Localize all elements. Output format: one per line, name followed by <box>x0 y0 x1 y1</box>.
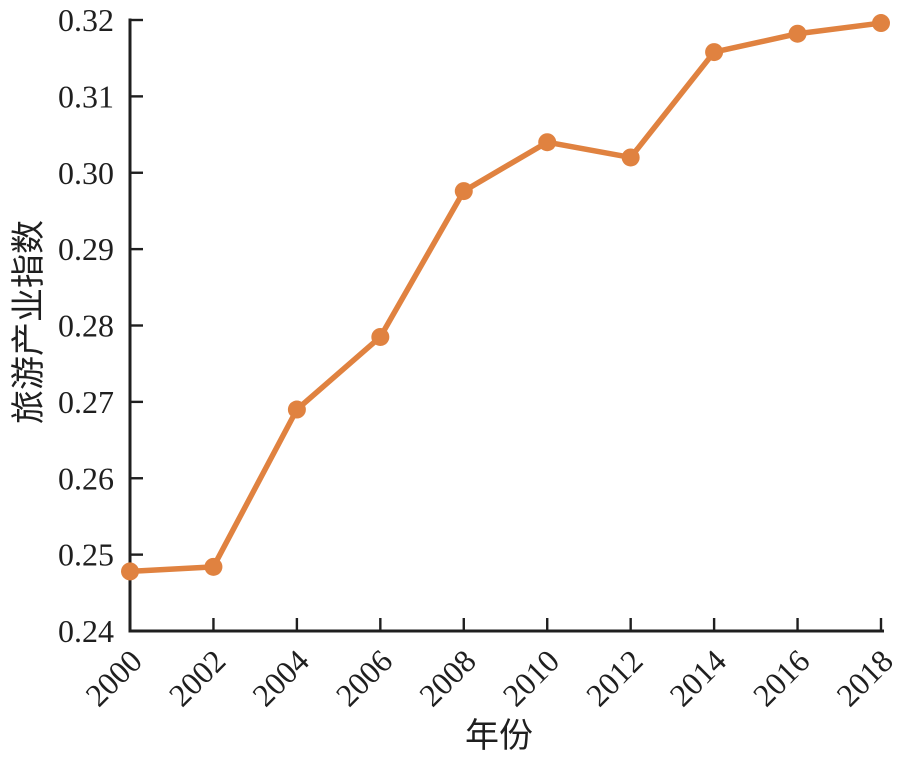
data-point-marker <box>121 562 139 581</box>
y-tick-label: 0.24 <box>58 613 114 649</box>
x-tick-label: 2002 <box>162 642 233 713</box>
y-tick-label: 0.32 <box>58 2 114 38</box>
data-point-marker <box>454 182 473 201</box>
data-point-marker <box>788 24 807 43</box>
x-tick-label: 2008 <box>412 642 483 713</box>
y-tick-label: 0.30 <box>58 155 114 191</box>
x-tick-label: 2018 <box>829 642 900 713</box>
data-point-marker <box>705 43 724 62</box>
line-series <box>121 14 890 581</box>
series-line <box>127 20 884 575</box>
x-tick-label: 2006 <box>329 642 400 713</box>
x-tick-label: 2010 <box>495 642 566 713</box>
data-point-marker <box>287 400 306 419</box>
y-tick-label: 0.31 <box>58 78 114 114</box>
x-tick-label: 2014 <box>662 642 733 713</box>
x-tick-label: 2012 <box>579 642 650 713</box>
y-tick-label: 0.26 <box>58 460 114 496</box>
x-tick-label: 2004 <box>245 642 316 713</box>
y-tick-label: 0.29 <box>58 231 114 267</box>
data-point-marker <box>371 327 390 346</box>
data-point-marker <box>872 14 890 33</box>
y-tick-label: 0.25 <box>58 537 114 573</box>
y-tick-label: 0.28 <box>58 308 114 344</box>
y-axis-title: 旅游产业指数 <box>10 220 48 424</box>
x-axis-title: 年份 <box>465 717 533 755</box>
axes: 0.24 0.25 0.26 0.27 0.28 0.29 0.30 0.31 0.32 2000… <box>58 2 900 713</box>
data-point-marker <box>204 557 223 576</box>
x-tick-label: 2016 <box>746 642 817 713</box>
x-tick-label: 2000 <box>78 642 149 713</box>
y-tick-label: 0.27 <box>58 384 114 420</box>
data-point-marker <box>538 133 557 152</box>
data-point-marker <box>621 148 640 167</box>
